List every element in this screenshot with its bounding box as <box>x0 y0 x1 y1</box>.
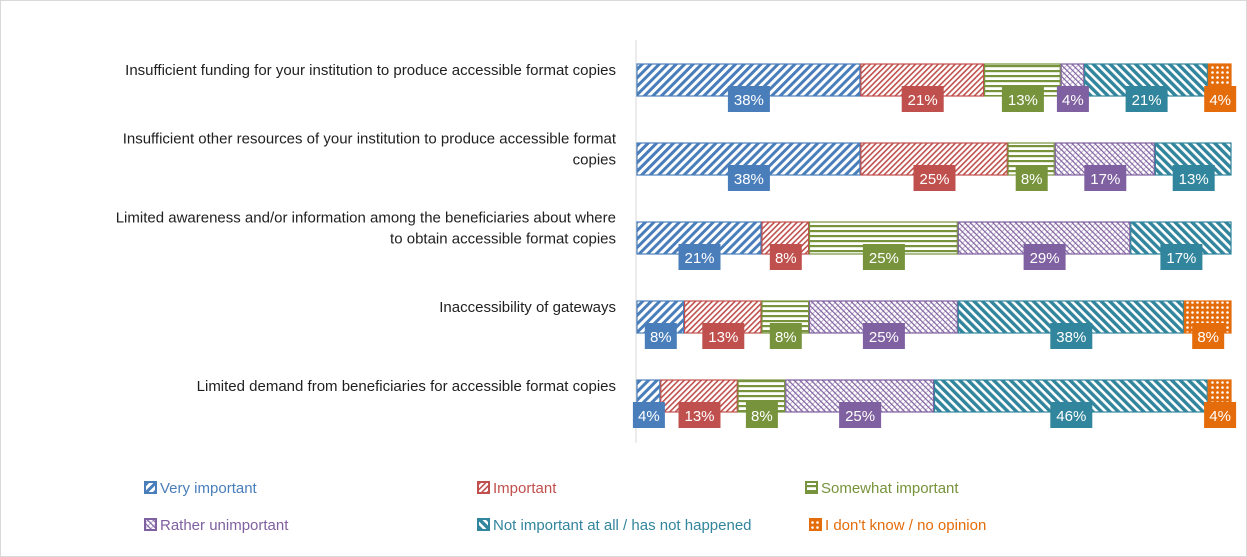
data-label: 8% <box>1015 165 1048 191</box>
data-label: 8% <box>745 402 778 428</box>
data-label: 29% <box>1023 244 1066 270</box>
legend-swatch <box>477 481 490 494</box>
svg-text:4%: 4% <box>1062 92 1084 109</box>
legend-item: Somewhat important <box>805 480 959 497</box>
data-labels: 38% 21% 13% 4% 21% 4% 38% 25% 8% 17% 13% 21% 8% 25% 29… <box>632 86 1237 428</box>
svg-text:4%: 4% <box>1209 92 1231 109</box>
svg-text:8%: 8% <box>1021 171 1043 188</box>
category-label: Insufficient other resources of your ins… <box>123 131 617 169</box>
data-label: 17% <box>1084 165 1127 191</box>
svg-text:8%: 8% <box>751 408 773 425</box>
legend: Very important Important Somewhat importan… <box>144 480 986 534</box>
data-label: 21% <box>901 86 944 112</box>
data-label: 21% <box>1125 86 1168 112</box>
data-label: 4% <box>1204 402 1237 428</box>
svg-text:Very important: Very important <box>160 480 258 497</box>
legend-swatch <box>144 481 157 494</box>
legend-item: Rather unimportant <box>144 517 289 534</box>
svg-text:13%: 13% <box>708 329 738 346</box>
svg-text:4%: 4% <box>638 408 660 425</box>
legend-swatch <box>144 518 157 531</box>
svg-text:8%: 8% <box>650 329 672 346</box>
svg-text:4%: 4% <box>1209 408 1231 425</box>
legend-item: Very important <box>144 480 258 497</box>
data-label: 8% <box>644 323 677 349</box>
data-label: 4% <box>1204 86 1237 112</box>
data-label: 38% <box>727 86 770 112</box>
svg-text:17%: 17% <box>1090 171 1120 188</box>
category-label: Insufficient funding for your institutio… <box>125 62 616 79</box>
svg-text:Important: Important <box>493 480 557 497</box>
legend-item: I don't know / no opinion <box>809 517 986 534</box>
legend-swatch <box>809 518 822 531</box>
svg-text:38%: 38% <box>1056 329 1086 346</box>
data-label: 4% <box>1056 86 1089 112</box>
svg-text:Not important at all / has not: Not important at all / has not happened <box>493 517 752 534</box>
data-label: 13% <box>1172 165 1215 191</box>
data-label: 25% <box>913 165 956 191</box>
svg-text:21%: 21% <box>908 92 938 109</box>
category-labels: Insufficient funding for your institutio… <box>116 62 617 395</box>
category-label: Inaccessibility of gateways <box>439 299 616 316</box>
data-label: 38% <box>727 165 770 191</box>
svg-text:25%: 25% <box>869 329 899 346</box>
data-label: 38% <box>1050 323 1093 349</box>
data-label: 8% <box>769 323 802 349</box>
svg-text:13%: 13% <box>1008 92 1038 109</box>
svg-text:21%: 21% <box>684 250 714 267</box>
svg-text:25%: 25% <box>869 250 899 267</box>
category-label: Limited demand from beneficiaries for ac… <box>197 378 616 395</box>
data-label: 8% <box>769 244 802 270</box>
svg-text:Rather unimportant: Rather unimportant <box>160 517 289 534</box>
svg-text:I don't know / no opinion: I don't know / no opinion <box>825 517 986 534</box>
svg-text:38%: 38% <box>734 92 764 109</box>
data-label: 4% <box>632 402 665 428</box>
svg-text:17%: 17% <box>1166 250 1196 267</box>
data-label: 13% <box>678 402 721 428</box>
svg-text:Somewhat important: Somewhat important <box>821 480 959 497</box>
data-label: 25% <box>862 323 905 349</box>
svg-text:29%: 29% <box>1030 250 1060 267</box>
svg-text:25%: 25% <box>845 408 875 425</box>
svg-text:21%: 21% <box>1132 92 1162 109</box>
data-label: 25% <box>862 244 905 270</box>
data-label: 25% <box>839 402 882 428</box>
legend-swatch <box>477 518 490 531</box>
svg-text:38%: 38% <box>734 171 764 188</box>
data-label: 21% <box>678 244 721 270</box>
data-label: 17% <box>1160 244 1203 270</box>
svg-text:13%: 13% <box>1179 171 1209 188</box>
data-label: 13% <box>702 323 745 349</box>
category-label: Limited awareness and/or information amo… <box>116 210 616 248</box>
legend-swatch <box>805 481 818 494</box>
data-label: 13% <box>1001 86 1044 112</box>
svg-text:8%: 8% <box>1197 329 1219 346</box>
legend-item: Not important at all / has not happened <box>477 517 752 534</box>
svg-text:25%: 25% <box>919 171 949 188</box>
svg-text:8%: 8% <box>775 250 797 267</box>
data-label: 8% <box>1192 323 1225 349</box>
data-label: 46% <box>1050 402 1093 428</box>
svg-text:46%: 46% <box>1056 408 1086 425</box>
svg-text:13%: 13% <box>684 408 714 425</box>
legend-item: Important <box>477 480 557 497</box>
svg-text:8%: 8% <box>775 329 797 346</box>
bars <box>636 63 1232 413</box>
